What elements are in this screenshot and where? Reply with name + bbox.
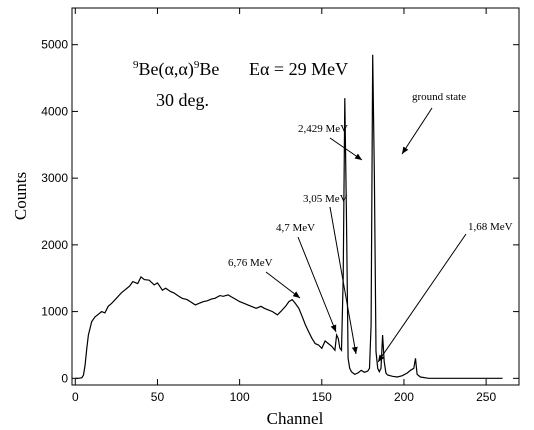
reaction-label: 9Be(α,α)9Be	[133, 59, 219, 80]
superscript: 9	[194, 59, 200, 71]
x-tick-label: 150	[312, 390, 332, 404]
y-tick-label: 4000	[41, 104, 68, 118]
y-axis-label: Counts	[11, 172, 30, 220]
arrow	[265, 271, 301, 299]
y-tick-label: 1000	[41, 305, 68, 319]
x-tick-label: 0	[72, 390, 79, 404]
energy-label: Eα = 29 MeV	[249, 59, 348, 79]
y-tick-label: 2000	[41, 238, 68, 252]
plot-frame	[71, 7, 520, 386]
annotation: 6,76 MeV	[228, 257, 273, 269]
arrow	[377, 233, 467, 363]
y-tick-label: 0	[61, 371, 68, 385]
x-tick-label: 250	[476, 390, 496, 404]
x-tick-label: 200	[394, 390, 414, 404]
y-tick-label: 5000	[41, 38, 68, 52]
superscript: 9	[133, 59, 139, 71]
reaction-part: Be(α,α)	[139, 59, 194, 80]
spectrum-line	[75, 54, 503, 379]
annotation: 2,429 MeV	[298, 123, 348, 135]
reaction-part: Be	[199, 59, 219, 79]
x-axis-label: Channel	[267, 409, 324, 428]
x-tick-label: 100	[230, 390, 250, 404]
y-tick-label: 3000	[41, 171, 68, 185]
x-tick-label: 50	[151, 390, 165, 404]
annotation: 4,7 MeV	[276, 222, 315, 234]
annotation: ground state	[412, 91, 466, 103]
annotation: 1,68 MeV	[468, 221, 513, 233]
annotation: 3,05 MeV	[303, 193, 348, 205]
angle-label: 30 deg.	[156, 90, 209, 110]
arrow	[401, 107, 433, 155]
arrow	[297, 236, 337, 333]
